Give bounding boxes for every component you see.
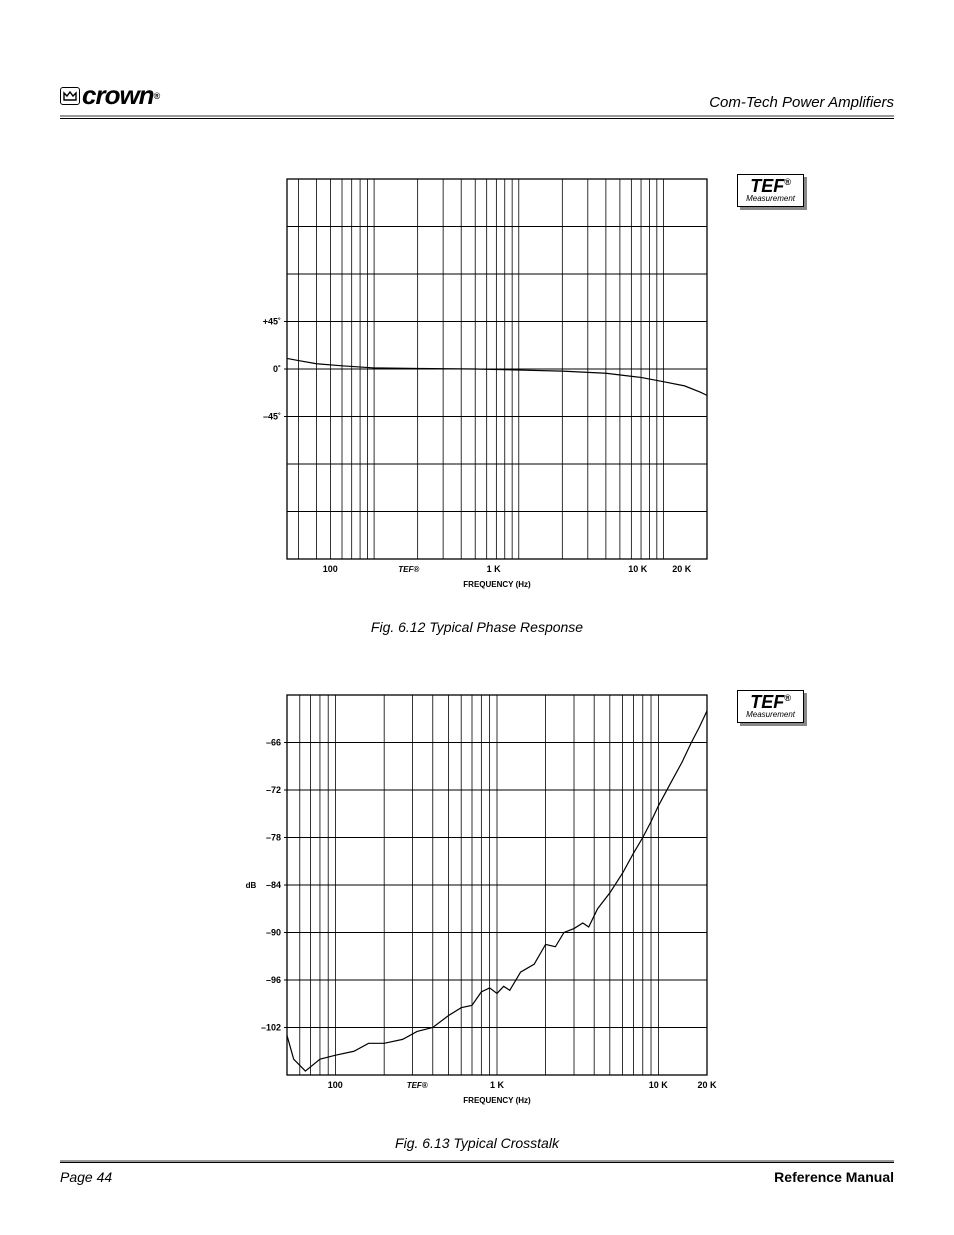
tef-main-text-2: TEF — [750, 692, 784, 712]
brand-reg: ® — [154, 91, 160, 101]
svg-text:20 K: 20 K — [697, 1080, 717, 1090]
svg-text:0˚: 0˚ — [273, 364, 281, 374]
svg-text:FREQUENCY (Hz): FREQUENCY (Hz) — [463, 1096, 531, 1105]
svg-text:100: 100 — [323, 564, 338, 574]
svg-text:–96: –96 — [266, 975, 281, 985]
footer-manual: Reference Manual — [774, 1169, 894, 1185]
crown-icon — [60, 87, 80, 105]
tef-badge-1: TEF® Measurement — [737, 174, 804, 207]
tef-sub-text-2: Measurement — [746, 711, 795, 719]
figure1-caption: Fig. 6.12 Typical Phase Response — [60, 619, 894, 635]
footer-page: Page 44 — [60, 1169, 112, 1185]
svg-text:–45˚: –45˚ — [263, 412, 281, 422]
tef-badge-2: TEF® Measurement — [737, 690, 804, 723]
figure-crosstalk: TEF® Measurement –66 –72 –78 –84 –90 –96 –102 d… — [60, 690, 894, 1151]
chart-crosstalk: –66 –72 –78 –84 –90 –96 –102 dB 100 1 K 10 K 20 K TE… — [232, 690, 722, 1125]
svg-text:TEF®: TEF® — [398, 565, 419, 574]
svg-text:FREQUENCY (Hz): FREQUENCY (Hz) — [463, 580, 531, 589]
header-rule-thin — [60, 118, 894, 119]
svg-text:–102: –102 — [261, 1023, 281, 1033]
svg-text:10 K: 10 K — [628, 564, 648, 574]
tef-sub-text: Measurement — [746, 195, 795, 203]
footer-row: Page 44 Reference Manual — [60, 1162, 894, 1185]
svg-text:TEF®: TEF® — [407, 1081, 428, 1090]
svg-text:dB: dB — [246, 881, 257, 890]
chart-phase-response: +45˚ 0˚ –45˚ 100 1 K 10 K 20 K TEF® FREQUENCY (H… — [232, 174, 722, 609]
svg-text:–90: –90 — [266, 928, 281, 938]
header-rule-thick — [60, 115, 894, 117]
svg-text:–72: –72 — [266, 785, 281, 795]
svg-text:1 K: 1 K — [487, 564, 502, 574]
header-title: Com-Tech Power Amplifiers — [709, 94, 894, 111]
brand-text: crown — [82, 80, 154, 111]
tef-reg-text: ® — [784, 177, 791, 187]
tef-main-text: TEF — [750, 176, 784, 196]
figure-phase-response: TEF® Measurement +45˚ 0˚ –45˚ 100 1 K 10 K 20 … — [60, 174, 894, 635]
svg-text:20 K: 20 K — [672, 564, 692, 574]
tef-reg-text-2: ® — [784, 693, 791, 703]
svg-text:+45˚: +45˚ — [263, 317, 281, 327]
svg-text:10 K: 10 K — [649, 1080, 669, 1090]
svg-text:100: 100 — [328, 1080, 343, 1090]
brand-logo: crown ® — [60, 80, 159, 111]
page: crown ® Com-Tech Power Amplifiers TEF® M… — [0, 0, 954, 1235]
figure2-caption: Fig. 6.13 Typical Crosstalk — [60, 1135, 894, 1151]
svg-text:–78: –78 — [266, 833, 281, 843]
svg-text:–66: –66 — [266, 738, 281, 748]
svg-text:–84: –84 — [266, 880, 281, 890]
header-row: crown ® Com-Tech Power Amplifiers — [60, 80, 894, 111]
svg-text:1 K: 1 K — [490, 1080, 505, 1090]
